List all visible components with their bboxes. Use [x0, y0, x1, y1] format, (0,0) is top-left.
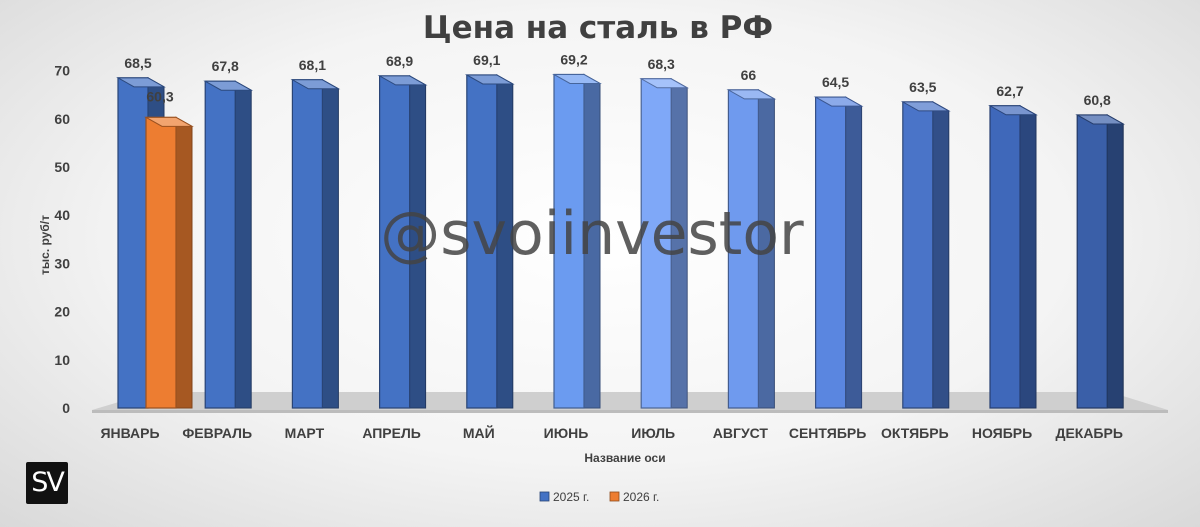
y-tick-label: 40 [54, 207, 70, 223]
bar-2025-front [727, 89, 760, 409]
bar-2025 [1075, 114, 1126, 409]
bar-2025-front [1076, 114, 1108, 409]
bar-2025-front [291, 79, 323, 409]
floor-plane [92, 392, 1168, 410]
bar-2025 [726, 89, 777, 409]
bar-2026-side [175, 116, 193, 409]
y-axis: 0 10 20 30 40 50 60 70 [54, 63, 70, 416]
y-tick-label: 20 [54, 304, 70, 320]
bar-2025-side [1106, 114, 1124, 409]
x-tick-label: ФЕВРАЛЬ [182, 425, 252, 441]
data-label-2025: 66 [741, 67, 757, 83]
bar-2025-top [900, 101, 951, 112]
bar-2025 [552, 73, 602, 409]
y-tick-label: 10 [54, 352, 70, 368]
bar-2025-top [726, 89, 777, 100]
bar-2025-top [116, 77, 166, 88]
legend-label: 2025 г. [553, 490, 589, 504]
bar-2025 [203, 80, 254, 409]
bar-2025-top [377, 75, 428, 86]
data-label-2025: 68,3 [648, 56, 675, 72]
data-label-2025: 62,7 [996, 83, 1023, 99]
bar-2025-top [813, 96, 864, 107]
x-axis-title: Название оси [584, 451, 665, 465]
x-tick-label: МАРТ [285, 425, 325, 441]
y-tick-label: 60 [54, 111, 70, 127]
bar-2025 [639, 77, 690, 409]
bar-2025-top [988, 105, 1038, 116]
y-tick-label: 70 [54, 63, 70, 79]
data-labels: 68,5 60,3 67,8 68,1 68,9 69,1 69,2 68,3 66 64,5 63… [124, 51, 1111, 107]
chart-title: Цена на сталь в РФ [423, 10, 773, 46]
bar-2025-side [321, 78, 339, 409]
bar-2025-front [902, 101, 934, 409]
bar-2025 [377, 75, 428, 409]
bar-2025-front [553, 73, 585, 409]
x-tick-label: ЯНВАРЬ [100, 425, 159, 441]
y-tick-label: 0 [62, 400, 70, 416]
bar-2025-side [234, 80, 252, 409]
bar-2025-top [552, 73, 602, 84]
data-label-2025: 60,8 [1084, 92, 1111, 108]
legend-swatch [609, 491, 620, 502]
y-tick-label: 50 [54, 159, 70, 175]
x-tick-label: ОКТЯБРЬ [881, 425, 949, 441]
y-tick-label: 30 [54, 255, 70, 271]
bar-2025-front [117, 77, 149, 409]
bar-2025-front [814, 96, 847, 409]
chart-floor [92, 392, 1168, 413]
sv-logo: SV [26, 462, 68, 504]
bar-2025-front [989, 105, 1021, 409]
data-label-2025: 69,1 [473, 52, 500, 68]
bars [116, 73, 1126, 409]
data-label-2026: 60,3 [146, 88, 173, 104]
y-axis-title: тыс. руб/т [38, 215, 52, 275]
watermark: @svoiinvestor [380, 199, 804, 269]
x-tick-label: МАЙ [463, 424, 495, 441]
bar-2025-top [203, 80, 254, 91]
legend-label: 2026 г. [623, 490, 659, 504]
bar-2025 [813, 96, 864, 409]
data-label-2025: 67,8 [212, 58, 239, 74]
x-tick-label: СЕНТЯБРЬ [789, 425, 866, 441]
x-tick-label: НОЯБРЬ [972, 425, 1032, 441]
bar-2025-front [204, 80, 236, 409]
bar-2026 [144, 116, 194, 409]
bar-2025 [290, 78, 341, 409]
bar-2025-side [845, 96, 863, 409]
bar-2026-front [145, 116, 177, 409]
bar-2025 [900, 101, 951, 409]
floor-edge [92, 410, 1168, 413]
bar-2025-top [639, 78, 690, 89]
x-axis: ЯНВАРЬ ФЕВРАЛЬ МАРТ АПРЕЛЬ МАЙ ИЮНЬ ИЮЛЬ АВГУСТ… [100, 424, 1122, 441]
data-label-2025: 64,5 [822, 74, 849, 90]
data-label-2025: 69,2 [560, 51, 587, 67]
bar-2025 [988, 104, 1038, 409]
bar-2025-top [1075, 114, 1126, 125]
bar-2025-side [1019, 104, 1037, 409]
data-label-2025: 68,1 [299, 57, 326, 73]
data-label-2025: 68,5 [124, 55, 151, 71]
x-tick-label: ИЮНЬ [544, 425, 589, 441]
bar-2025-side [932, 101, 950, 409]
bar-2025-front [466, 74, 498, 409]
bar-2025-top [290, 79, 341, 90]
data-label-2025: 68,9 [386, 53, 413, 69]
bar-2025-top [464, 74, 515, 85]
x-tick-label: АПРЕЛЬ [362, 425, 421, 441]
data-label-2025: 63,5 [909, 79, 936, 95]
bar-2026-top [144, 116, 194, 127]
x-tick-label: ИЮЛЬ [631, 425, 675, 441]
bar-2025 [464, 74, 515, 409]
bar-2025-front [640, 78, 672, 409]
legend: 2025 г. 2026 г. [539, 490, 659, 504]
x-tick-label: ДЕКАБРЬ [1055, 425, 1122, 441]
x-tick-label: АВГУСТ [713, 425, 769, 441]
legend-swatch [539, 491, 550, 502]
